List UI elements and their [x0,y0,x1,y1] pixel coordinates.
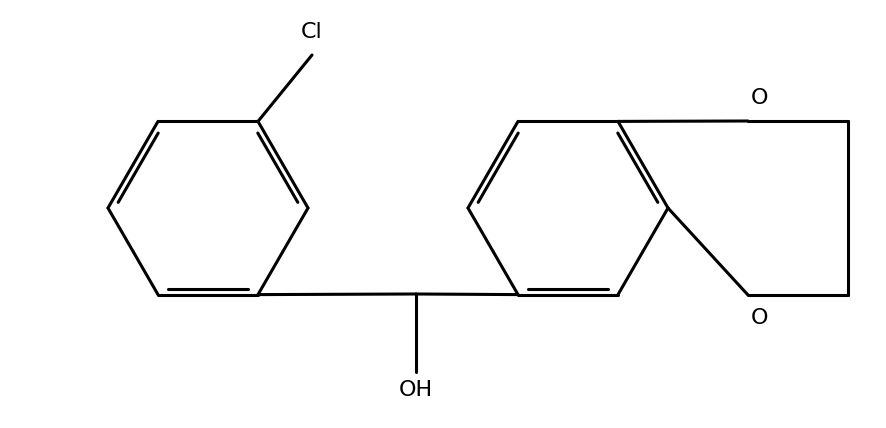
Text: O: O [751,88,769,108]
Text: O: O [751,308,769,328]
Text: Cl: Cl [301,22,323,42]
Text: OH: OH [399,380,433,400]
